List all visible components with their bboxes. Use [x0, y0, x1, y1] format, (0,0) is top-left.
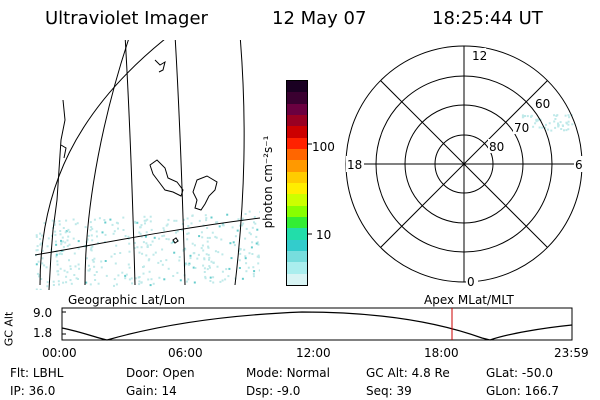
coastline — [154, 59, 166, 73]
lat-label-60: 60 — [535, 97, 550, 111]
colorbar-swatch — [287, 216, 307, 229]
colorbar-swatch — [287, 194, 307, 206]
meridian-line — [124, 40, 136, 286]
mlt-label-right: 6 — [575, 158, 583, 172]
colorbar-tick-label: 10 — [316, 228, 332, 242]
meridian-line — [84, 40, 129, 286]
polar-plot: 12 18 6 0 60 70 80 — [345, 45, 586, 289]
lat-label-80: 80 — [489, 140, 504, 154]
timeline-frame — [61, 307, 573, 341]
info-door: Door: Open — [126, 366, 195, 380]
colorbar — [286, 80, 308, 286]
mlt-label-bottom: 0 — [467, 275, 475, 289]
geographic-map — [35, 40, 260, 290]
info-gain: Gain: 14 — [126, 384, 177, 398]
colorbar-swatch — [287, 239, 307, 251]
mlt-label-top: 12 — [472, 49, 487, 63]
timeline-right-caption: Apex MLat/MLT — [424, 293, 514, 307]
timeline-x-label: 12:00 — [296, 346, 331, 360]
colorbar-tick-label: 100 — [312, 140, 335, 154]
meridian-line — [234, 40, 245, 286]
colorbar-swatch — [287, 148, 307, 161]
island-north — [149, 159, 184, 197]
info-flt: Flt: LBHL — [10, 366, 64, 380]
info-seq: Seq: 39 — [366, 384, 412, 398]
small-island — [172, 237, 179, 244]
orbit-altitude-curve — [61, 311, 573, 341]
coastline — [60, 144, 67, 159]
coastline — [48, 99, 66, 290]
info-mode: Mode: Normal — [246, 366, 330, 380]
date-label: 12 May 07 — [272, 8, 367, 29]
app-title: Ultraviolet Imager — [45, 8, 208, 29]
polar-axis — [380, 80, 548, 248]
colorbar-swatch — [287, 182, 307, 195]
colorbar-swatch — [287, 103, 307, 115]
colorbar-swatch — [287, 205, 307, 217]
info-dsp: Dsp: -9.0 — [246, 384, 301, 398]
colorbar-swatch — [287, 273, 307, 285]
colorbar-swatch — [287, 81, 307, 93]
colorbar-swatch — [287, 160, 307, 172]
time-label: 18:25:44 UT — [432, 8, 543, 29]
colorbar-swatch — [287, 137, 307, 149]
colorbar-swatch — [287, 114, 307, 127]
timeline-x-label: 00:00 — [42, 346, 77, 360]
colorbar-unit-label: photon cm⁻²s⁻¹ — [261, 135, 275, 229]
lat-label-70: 70 — [514, 121, 529, 135]
meridian-line — [39, 40, 165, 286]
info-ip: IP: 36.0 — [10, 384, 56, 398]
latitude-line — [35, 217, 260, 256]
info-gc-alt: GC Alt: 4.8 Re — [366, 366, 450, 380]
colorbar-swatch — [287, 126, 307, 138]
meridian-line — [174, 40, 186, 286]
colorbar-swatch — [287, 250, 307, 263]
island-south — [192, 175, 218, 211]
mlt-label-left: 18 — [347, 158, 362, 172]
timeline-y-label-top: 9.0 — [33, 306, 53, 320]
colorbar-ticks — [307, 143, 312, 235]
timeline-x-label: 06:00 — [168, 346, 203, 360]
timeline-left-caption: Geographic Lat/Lon — [68, 293, 186, 307]
colorbar-swatch — [287, 171, 307, 183]
timeline-x-label: 23:59 — [554, 346, 589, 360]
info-glon: GLon: 166.7 — [486, 384, 559, 398]
info-glat: GLat: -50.0 — [486, 366, 553, 380]
colorbar-swatch — [287, 92, 307, 104]
colorbar-swatch — [287, 262, 307, 274]
timeline-x-label: 18:00 — [424, 346, 459, 360]
colorbar-swatch — [287, 228, 307, 240]
timeline-y-label-bottom: 1.8 — [33, 326, 53, 340]
timeline-axis-title: GC Alt — [2, 311, 16, 347]
timeline-plot — [61, 307, 573, 341]
